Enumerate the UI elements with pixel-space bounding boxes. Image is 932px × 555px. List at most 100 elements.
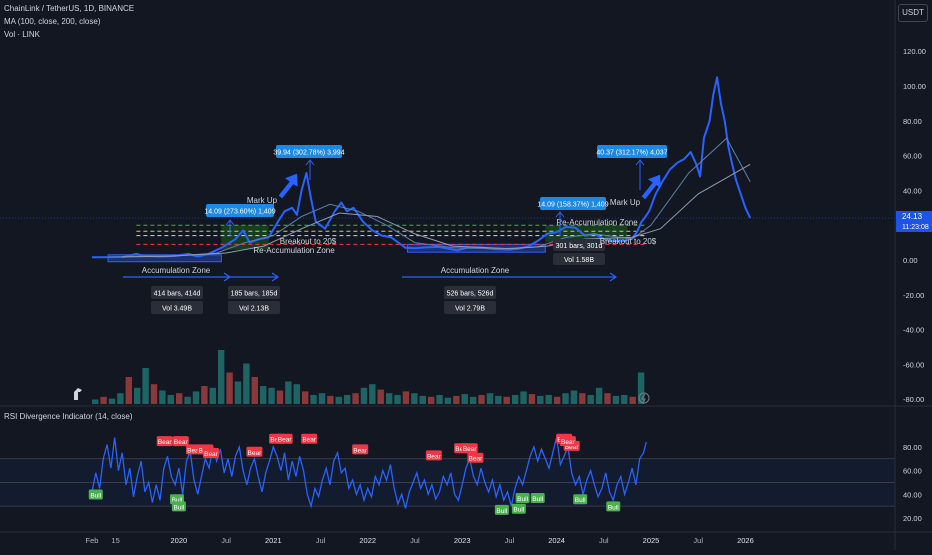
volume-bar (369, 384, 376, 404)
volume-bar (175, 393, 183, 404)
volume-bar (192, 391, 200, 404)
bear-signal-box (156, 436, 173, 447)
volume-bar (327, 395, 334, 404)
bull-signal-box (530, 493, 545, 504)
markup-label: Mark Up (610, 198, 641, 207)
bear-signal-box (301, 433, 318, 444)
time-axis-tick: Jul (505, 536, 515, 545)
volume-bar (545, 395, 552, 404)
ma-100-line (108, 137, 751, 258)
bull-signal-label: Bull (532, 496, 543, 503)
volume-bar (150, 384, 158, 404)
volume-bar (453, 395, 460, 404)
rsi-indicator-label[interactable]: RSI Divergence Indicator (14, close) (4, 412, 133, 421)
gain-4-arrow-head (635, 159, 645, 166)
bear-signal-label: Bear (469, 456, 484, 463)
volume-bar (100, 396, 107, 404)
stat-1-bars-box (151, 286, 203, 299)
volume-bar (629, 396, 636, 404)
bull-signal-label: Bull (575, 497, 586, 504)
bear-signal-label: Bear (353, 447, 368, 454)
volume-bar (579, 393, 586, 404)
volume-bar (478, 395, 485, 404)
volume-bar (276, 390, 284, 404)
accumulation-zone-label: Accumulation Zone (142, 266, 211, 275)
volume-bar (595, 387, 603, 404)
rsi-axis-tick: 40.00 (903, 490, 922, 499)
bull-signal-label: Bull (90, 492, 101, 499)
volume-bar (310, 395, 317, 404)
price-axis-tick: 40.00 (903, 186, 922, 195)
volume-bar (335, 396, 342, 404)
volume-bar (243, 363, 250, 404)
stat-4-vol: Vol 1.58B (564, 257, 594, 264)
volume-bar (234, 381, 242, 404)
symbol-title: ChainLink / TetherUS, 1D, BINANCE (4, 4, 135, 13)
bull-signal-box (171, 501, 186, 512)
bear-signal-label: Bear (427, 453, 442, 460)
volume-bar (486, 393, 494, 404)
bull-signal-box (606, 501, 621, 512)
price-axis-tick: -20.00 (903, 291, 924, 300)
gain-box-4-box (597, 145, 667, 158)
volume-bar (377, 389, 384, 404)
rsi-axis-tick: 80.00 (903, 443, 922, 452)
volume-bar (503, 396, 510, 404)
volume-bar (92, 399, 99, 404)
volume-bar (385, 393, 393, 404)
bull-signal-label: Bull (513, 507, 524, 514)
volume-bar (511, 395, 519, 404)
volume-bar (621, 395, 628, 404)
volume-indicator-label[interactable]: Vol · LINK (4, 30, 41, 39)
gain-1-arrow-head (225, 219, 235, 226)
breakout-label: Breakout to 20$ (280, 237, 337, 246)
price-axis-tick: 120.00 (903, 47, 926, 56)
volume-bar (142, 368, 149, 404)
bull-signal-label: Bull (172, 497, 183, 504)
volume-bar (108, 398, 116, 404)
bear-signal-label: Bear (302, 437, 317, 444)
markup-arrow (641, 174, 661, 200)
currency-button[interactable]: USDT (898, 4, 928, 22)
bear-signal-box (559, 436, 576, 447)
time-axis-tick: Jul (599, 536, 609, 545)
time-axis-tick: 2024 (548, 536, 565, 545)
volume-bar (133, 387, 141, 404)
volume-bar (125, 377, 132, 404)
price-badge-value: 24.13 (902, 212, 923, 221)
bull-signal-box (511, 503, 526, 514)
volume-bar (251, 377, 258, 404)
bear-signal-box (461, 443, 478, 454)
stat-2-bars: 185 bars, 185d (231, 291, 278, 298)
accumulation-zone-box (107, 254, 222, 263)
bear-signal-box (172, 436, 189, 447)
stat-3-bars-box (444, 286, 496, 299)
time-axis-tick: 2021 (265, 536, 282, 545)
lightning-icon (638, 392, 650, 404)
volume-bar (285, 381, 292, 404)
rsi-line (91, 437, 647, 509)
time-axis-tick: Jul (221, 536, 231, 545)
time-axis-tick: 2022 (359, 536, 376, 545)
volume-bar (259, 386, 267, 404)
volume-bar (553, 396, 561, 404)
volume-bar (360, 387, 368, 404)
volume-bar (394, 395, 401, 404)
volume-bar (469, 396, 477, 404)
stat-1-vol-box (151, 301, 203, 314)
rsi-axis-tick: 60.00 (903, 467, 922, 476)
volume-bar (268, 387, 275, 404)
gain-box-2: 39.94 (302.78%) 3,994 (273, 150, 344, 157)
gain-box-2-box (276, 145, 342, 158)
gain-box-4: 40.37 (312.17%) 4,037 (596, 150, 667, 157)
price-line (92, 76, 752, 259)
stat-4-bars-box (553, 239, 605, 251)
volume-bar (495, 395, 502, 404)
stat-1-bars: 414 bars, 414d (154, 291, 201, 298)
stat-2-vol-box (228, 301, 280, 314)
bull-signal-box (494, 504, 509, 515)
ma-indicator-label[interactable]: MA (100, close, 200, close) (4, 17, 101, 26)
bear-signal-label: Bear (187, 447, 202, 454)
